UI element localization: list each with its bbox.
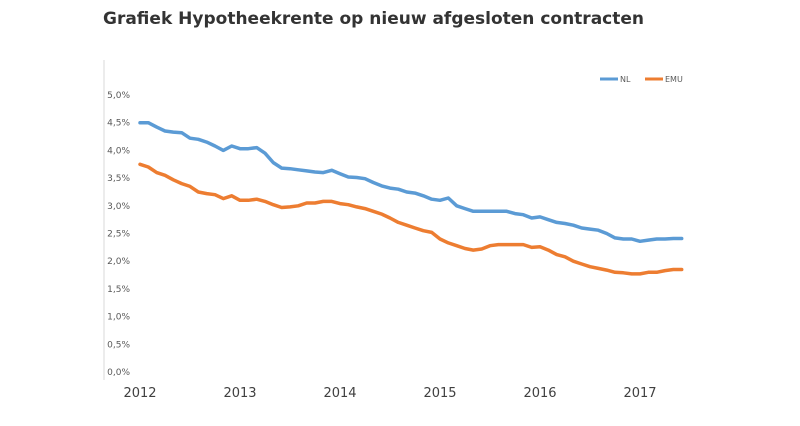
x-tick-label: 2012 — [123, 386, 156, 401]
y-tick-label: 4,0% — [107, 146, 130, 156]
y-tick-label: 0,5% — [107, 340, 130, 350]
y-tick-label: 1,0% — [107, 313, 130, 323]
legend: NL EMU — [600, 75, 683, 84]
series-line-emu — [138, 162, 684, 276]
legend-label: EMU — [665, 75, 683, 84]
page-title: Grafiek Hypotheekrente op nieuw afgeslot… — [103, 9, 645, 29]
x-tick-label: 2013 — [223, 386, 256, 401]
x-tick-labels: 2012 2013 2014 2015 2016 2017 — [123, 386, 656, 401]
y-tick-label: 1,5% — [107, 285, 130, 295]
y-tick-label: 3,5% — [107, 174, 130, 184]
y-tick-label: 2,5% — [107, 230, 130, 240]
x-tick-label: 2016 — [523, 386, 556, 401]
y-tick-label: 5,0% — [107, 91, 130, 101]
legend-entry-nl: NL — [600, 75, 631, 84]
x-tick-label: 2017 — [623, 386, 656, 401]
x-tick-label: 2015 — [423, 386, 456, 401]
legend-label: NL — [620, 75, 631, 84]
y-tick-label: 2,0% — [107, 257, 130, 267]
legend-entry-emu: EMU — [645, 75, 683, 84]
y-tick-labels: 5,0% 4,5% 4,0% 3,5% 3,0% 2,5% 2,0% 1,5% 1,0% 0,5%… — [107, 91, 130, 378]
series-line-nl — [138, 120, 684, 244]
y-tick-label: 3,0% — [107, 202, 130, 212]
y-tick-label: 0,0% — [107, 368, 130, 378]
series-lines — [138, 120, 684, 276]
x-tick-label: 2014 — [323, 386, 356, 401]
y-tick-label: 4,5% — [107, 119, 130, 129]
